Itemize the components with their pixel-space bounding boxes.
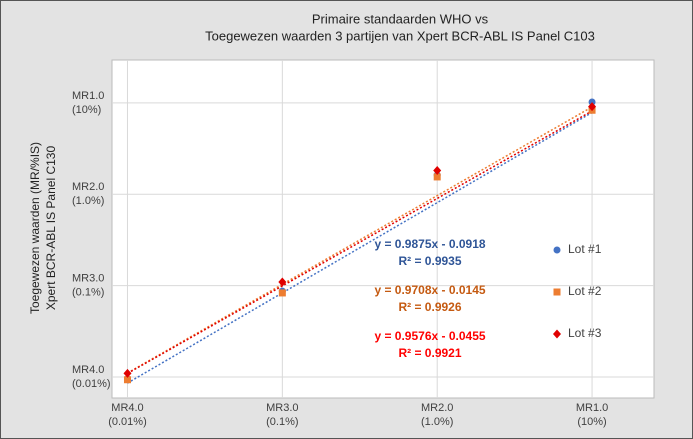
x-tick-label: MR1.0 [576, 402, 608, 414]
chart-title: Toegewezen waarden 3 partijen van Xpert … [205, 28, 595, 43]
trend-r2: R² = 0.9926 [398, 300, 461, 314]
trendline [127, 106, 593, 374]
x-tick-label: MR2.0 [421, 402, 453, 414]
x-tick-label: (1.0%) [421, 416, 453, 428]
legend-marker [553, 246, 561, 254]
x-tick-label: (0.01%) [108, 416, 147, 428]
legend-label: Lot #2 [568, 284, 602, 298]
trendline [127, 110, 593, 375]
x-tick-label: (10%) [577, 416, 606, 428]
y-tick-label: (0.1%) [72, 287, 104, 299]
point [433, 166, 442, 176]
point [433, 173, 441, 181]
trendline [127, 111, 593, 384]
y-axis-title: Xpert BCR-ABL IS Panel C130 [44, 146, 58, 311]
trend-r2: R² = 0.9935 [398, 254, 461, 268]
x-tick-label: (0.1%) [266, 416, 298, 428]
point [123, 368, 132, 378]
y-tick-label: MR4.0 [72, 364, 104, 376]
y-tick-label: MR1.0 [72, 90, 104, 102]
point [588, 98, 596, 106]
y-tick-label: MR3.0 [72, 273, 104, 285]
trend-r2: R² = 0.9921 [398, 346, 461, 360]
y-axis-title: Toegewezen waarden (MR/%IS) [28, 142, 42, 314]
legend-marker [553, 329, 561, 339]
y-tick-label: (1.0%) [72, 195, 104, 207]
point [278, 277, 287, 287]
x-tick-label: MR4.0 [111, 402, 143, 414]
chart-title: Primaire standaarden WHO vs [312, 11, 489, 26]
legend-label: Lot #3 [568, 326, 602, 340]
legend-marker [553, 288, 561, 296]
trend-equation: y = 0.9875x - 0.0918 [374, 237, 485, 251]
trend-equation: y = 0.9576x - 0.0455 [374, 329, 485, 343]
y-tick-label: MR2.0 [72, 181, 104, 193]
y-tick-label: (10%) [72, 104, 101, 116]
legend-label: Lot #1 [568, 242, 602, 256]
x-tick-label: MR3.0 [266, 402, 298, 414]
point [588, 102, 597, 112]
point [123, 376, 131, 384]
trend-equation: y = 0.9708x - 0.0145 [374, 283, 485, 297]
point [278, 289, 286, 297]
y-tick-label: (0.01%) [72, 378, 111, 390]
